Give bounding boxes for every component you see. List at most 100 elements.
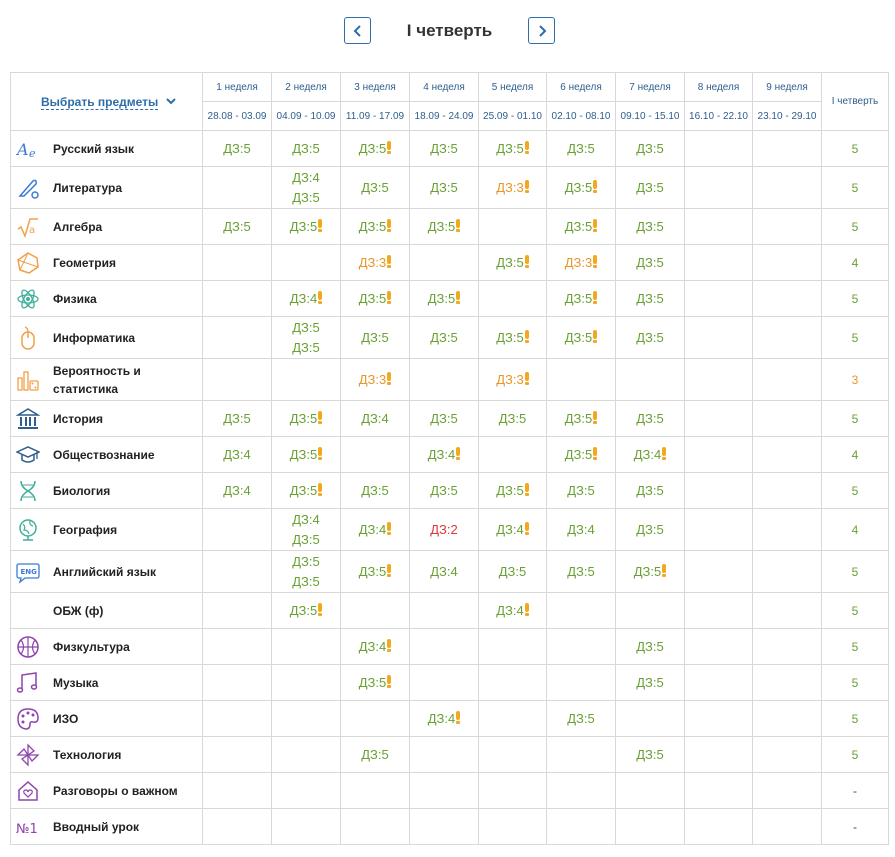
mark-cell[interactable]: ДЗ:5 bbox=[271, 436, 341, 473]
homework-mark[interactable]: ДЗ:5 bbox=[479, 481, 546, 501]
subject-cell[interactable]: Музыка bbox=[10, 664, 203, 701]
mark-cell[interactable]: ДЗ:4 bbox=[202, 436, 272, 473]
mark-cell[interactable]: ДЗ:5 bbox=[340, 472, 410, 509]
homework-mark[interactable]: ДЗ:4 bbox=[203, 445, 271, 465]
homework-mark[interactable]: ДЗ:5 bbox=[341, 745, 409, 765]
homework-mark[interactable]: ДЗ:5 bbox=[616, 178, 684, 198]
mark-cell[interactable]: ДЗ:5 bbox=[546, 316, 616, 359]
homework-mark[interactable]: ДЗ:5 bbox=[272, 409, 340, 429]
next-period-button[interactable] bbox=[528, 17, 555, 44]
mark-cell[interactable]: ДЗ:5 bbox=[615, 166, 685, 209]
homework-mark[interactable]: ДЗ:5 bbox=[616, 409, 684, 429]
homework-mark[interactable]: ДЗ:5 bbox=[272, 481, 340, 501]
homework-mark[interactable]: ДЗ:5 bbox=[547, 445, 615, 465]
subject-cell[interactable]: Информатика bbox=[10, 316, 203, 359]
homework-mark[interactable]: ДЗ:5 bbox=[203, 217, 271, 237]
mark-cell[interactable]: ДЗ:5 bbox=[340, 550, 410, 593]
mark-cell[interactable]: ДЗ:5 bbox=[409, 472, 479, 509]
mark-cell[interactable]: ДЗ:5 bbox=[546, 700, 616, 737]
mark-cell[interactable]: ДЗ:5 bbox=[546, 400, 616, 437]
homework-mark[interactable]: ДЗ:5 bbox=[616, 139, 684, 159]
subject-cell[interactable]: Геометрия bbox=[10, 244, 203, 281]
homework-mark[interactable]: ДЗ:4 bbox=[272, 168, 340, 188]
mark-cell[interactable]: ДЗ:5 bbox=[409, 316, 479, 359]
mark-cell[interactable]: ДЗ:5 bbox=[546, 130, 616, 167]
subject-cell[interactable]: ОБЖ (ф) bbox=[10, 592, 203, 629]
homework-mark[interactable]: ДЗ:3 bbox=[479, 178, 546, 198]
homework-mark[interactable]: ДЗ:4 bbox=[272, 510, 340, 530]
homework-mark[interactable]: ДЗ:5 bbox=[410, 289, 478, 309]
previous-period-button[interactable] bbox=[344, 17, 371, 44]
subject-cell[interactable]: Вероятность и статистика bbox=[10, 358, 203, 401]
mark-cell[interactable]: ДЗ:5 bbox=[478, 400, 547, 437]
subject-cell[interactable]: ENG Английский язык bbox=[10, 550, 203, 593]
mark-cell[interactable]: ДЗ:5 bbox=[340, 736, 410, 773]
homework-mark[interactable]: ДЗ:5 bbox=[272, 445, 340, 465]
homework-mark[interactable]: ДЗ:5 bbox=[341, 217, 409, 237]
mark-cell[interactable]: ДЗ:5 bbox=[202, 400, 272, 437]
mark-cell[interactable]: ДЗ:5 bbox=[615, 550, 685, 593]
mark-cell[interactable]: ДЗ:5 bbox=[409, 130, 479, 167]
homework-mark[interactable]: ДЗ:5 bbox=[547, 289, 615, 309]
homework-mark[interactable]: ДЗ:5 bbox=[272, 601, 340, 621]
mark-cell[interactable]: ДЗ:4 bbox=[615, 436, 685, 473]
homework-mark[interactable]: ДЗ:5 bbox=[272, 139, 340, 159]
homework-mark[interactable]: ДЗ:5 bbox=[616, 520, 684, 540]
mark-cell[interactable]: ДЗ:5 bbox=[340, 208, 410, 245]
homework-mark[interactable]: ДЗ:5 bbox=[410, 481, 478, 501]
homework-mark[interactable]: ДЗ:3 bbox=[341, 253, 409, 273]
mark-cell[interactable]: ДЗ:2 bbox=[409, 508, 479, 551]
homework-mark[interactable]: ДЗ:5 bbox=[547, 562, 615, 582]
homework-mark[interactable]: ДЗ:5 bbox=[547, 217, 615, 237]
mark-cell[interactable]: ДЗ:4 bbox=[340, 400, 410, 437]
homework-mark[interactable]: ДЗ:2 bbox=[410, 520, 478, 540]
homework-mark[interactable]: ДЗ:4 bbox=[479, 520, 546, 540]
homework-mark[interactable]: ДЗ:5 bbox=[616, 217, 684, 237]
homework-mark[interactable]: ДЗ:5 bbox=[203, 139, 271, 159]
mark-cell[interactable]: ДЗ:5 bbox=[615, 130, 685, 167]
homework-mark[interactable]: ДЗ:4 bbox=[341, 520, 409, 540]
mark-cell[interactable]: ДЗ:5 bbox=[615, 664, 685, 701]
mark-cell[interactable]: ДЗ:5 bbox=[409, 280, 479, 317]
mark-cell[interactable]: ДЗ:5 bbox=[478, 472, 547, 509]
subject-cell[interactable]: Обществознание bbox=[10, 436, 203, 473]
subject-cell[interactable]: Технология bbox=[10, 736, 203, 773]
mark-cell[interactable]: ДЗ:3 bbox=[546, 244, 616, 281]
homework-mark[interactable]: ДЗ:4 bbox=[341, 637, 409, 657]
mark-cell[interactable]: ДЗ:4 bbox=[409, 436, 479, 473]
homework-mark[interactable]: ДЗ:4 bbox=[479, 601, 546, 621]
homework-mark[interactable]: ДЗ:5 bbox=[410, 217, 478, 237]
mark-cell[interactable]: ДЗ:4 ДЗ:5 bbox=[271, 166, 341, 209]
homework-mark[interactable]: ДЗ:5 bbox=[272, 318, 340, 338]
homework-mark[interactable]: ДЗ:5 bbox=[272, 338, 340, 358]
homework-mark[interactable]: ДЗ:5 bbox=[616, 745, 684, 765]
mark-cell[interactable]: ДЗ:5 bbox=[478, 244, 547, 281]
subject-cell[interactable]: Биология bbox=[10, 472, 203, 509]
homework-mark[interactable]: ДЗ:5 bbox=[547, 709, 615, 729]
mark-cell[interactable]: ДЗ:5 ДЗ:5 bbox=[271, 316, 341, 359]
subject-cell[interactable]: Разговоры о важном bbox=[10, 772, 203, 809]
mark-cell[interactable]: ДЗ:4 bbox=[546, 508, 616, 551]
mark-cell[interactable]: ДЗ:5 bbox=[615, 508, 685, 551]
homework-mark[interactable]: ДЗ:5 bbox=[203, 409, 271, 429]
homework-mark[interactable]: ДЗ:5 bbox=[616, 637, 684, 657]
mark-cell[interactable]: ДЗ:5 bbox=[271, 592, 341, 629]
mark-cell[interactable]: ДЗ:5 bbox=[546, 280, 616, 317]
homework-mark[interactable]: ДЗ:5 bbox=[410, 328, 478, 348]
mark-cell[interactable]: ДЗ:5 bbox=[615, 472, 685, 509]
mark-cell[interactable]: ДЗ:3 bbox=[478, 358, 547, 401]
mark-cell[interactable]: ДЗ:5 bbox=[615, 244, 685, 281]
homework-mark[interactable]: ДЗ:5 bbox=[547, 481, 615, 501]
homework-mark[interactable]: ДЗ:5 bbox=[479, 562, 546, 582]
subject-cell[interactable]: История bbox=[10, 400, 203, 437]
homework-mark[interactable]: ДЗ:5 bbox=[410, 409, 478, 429]
mark-cell[interactable]: ДЗ:5 bbox=[615, 280, 685, 317]
mark-cell[interactable]: ДЗ:5 bbox=[546, 550, 616, 593]
mark-cell[interactable]: ДЗ:5 bbox=[478, 130, 547, 167]
homework-mark[interactable]: ДЗ:5 bbox=[341, 481, 409, 501]
mark-cell[interactable]: ДЗ:5 bbox=[546, 472, 616, 509]
mark-cell[interactable]: ДЗ:5 bbox=[546, 166, 616, 209]
homework-mark[interactable]: ДЗ:4 bbox=[547, 520, 615, 540]
homework-mark[interactable]: ДЗ:5 bbox=[616, 673, 684, 693]
